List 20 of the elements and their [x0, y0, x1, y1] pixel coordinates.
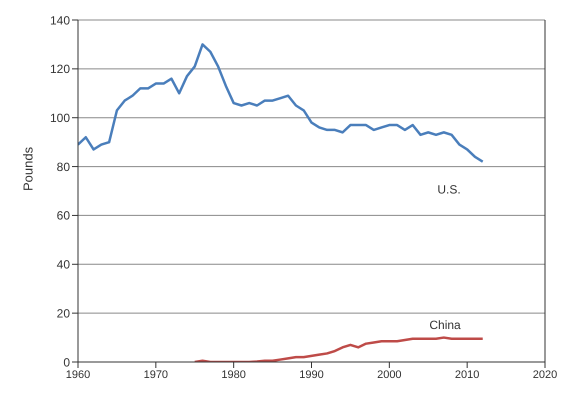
- y-tick-label: 120: [50, 62, 70, 76]
- y-tick-label: 60: [56, 208, 70, 223]
- x-tick-label: 1980: [221, 368, 246, 381]
- y-tick-label: 80: [56, 160, 70, 174]
- text: U.S.: [437, 182, 461, 197]
- x-tick-label: 2020: [532, 368, 558, 381]
- line-series: [78, 43, 484, 163]
- y-tick-label: 40: [56, 258, 70, 272]
- y-tick-label: 20: [56, 306, 70, 320]
- x-tick-label: 1960: [66, 368, 90, 381]
- x-tick-label: 1970: [144, 368, 168, 381]
- y-tick-label: 0: [63, 355, 70, 370]
- series-label: China: [429, 318, 462, 332]
- y-axis-title: Pounds: [20, 146, 36, 191]
- x-tick-label: 2010: [454, 368, 480, 381]
- x-tick-label: 1990: [299, 368, 324, 381]
- y-tick-label: 100: [50, 110, 70, 125]
- line-series: [194, 336, 484, 362]
- x-tick-label: 2000: [377, 368, 402, 381]
- y-tick-label: 140: [50, 13, 70, 28]
